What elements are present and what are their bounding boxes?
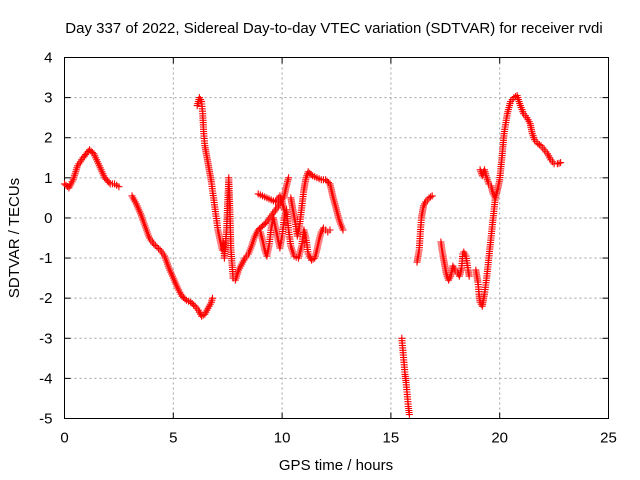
x-axis-label: GPS time / hours (279, 457, 393, 474)
x-tick-label: 5 (169, 430, 177, 447)
data-point (339, 226, 347, 234)
grid-lines (64, 57, 609, 419)
y-tick-label: 4 (44, 50, 52, 67)
plot-frame (64, 57, 609, 419)
y-tick-label: -2 (39, 290, 52, 307)
y-tick-label: 0 (44, 210, 52, 227)
x-tick-label: 10 (274, 430, 291, 447)
y-tick-label: 2 (44, 130, 52, 147)
y-axis-label: SDTVAR / TECUs (6, 178, 23, 298)
x-tick-label: 0 (60, 430, 68, 447)
y-tick-label: 3 (44, 90, 52, 107)
chart-title: Day 337 of 2022, Sidereal Day-to-day VTE… (65, 20, 602, 37)
data-point (151, 242, 159, 249)
data-point (557, 159, 565, 167)
data-point (261, 219, 269, 227)
data-point (209, 294, 216, 302)
data-point (105, 178, 113, 186)
x-tick-label: 25 (600, 430, 617, 447)
data-points (61, 92, 565, 418)
data-point (553, 160, 561, 168)
data-point (150, 240, 158, 248)
data-point (405, 411, 413, 418)
data-point (465, 272, 473, 280)
data-point (555, 159, 563, 167)
y-tick-label: 1 (44, 170, 52, 187)
data-point (427, 193, 435, 201)
x-tick-label: 20 (491, 430, 508, 447)
data-point (535, 141, 543, 149)
y-tick-label: -3 (39, 330, 52, 347)
data-point (155, 245, 163, 252)
x-tick-label: 15 (383, 430, 400, 447)
y-tick-label: -5 (39, 411, 52, 428)
y-tick-label: -1 (39, 250, 52, 267)
data-point (181, 295, 189, 303)
y-tick-label: -4 (39, 370, 52, 387)
data-point (190, 301, 198, 309)
data-point (307, 171, 315, 178)
data-point (115, 183, 123, 191)
data-point (153, 243, 161, 251)
data-point (326, 226, 334, 234)
data-point (285, 174, 293, 182)
axis-ticks: 0 5 10 15 20 25 -5 -4 -3 -2 -1 0 1 2 3 4 (39, 50, 617, 447)
data-point (428, 192, 436, 200)
